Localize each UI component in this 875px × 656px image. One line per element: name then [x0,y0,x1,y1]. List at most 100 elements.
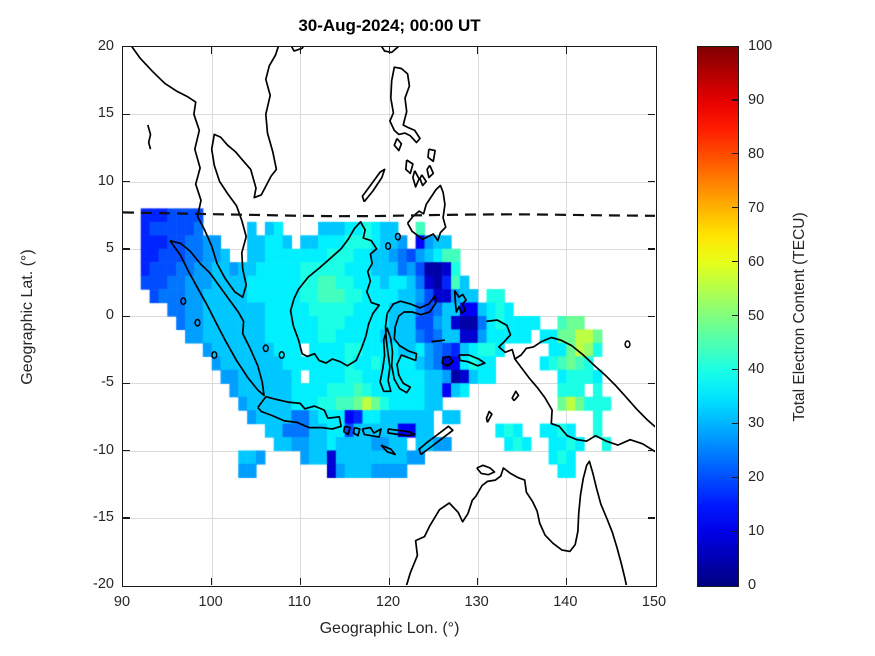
coastline [380,444,397,456]
tick-mark [648,181,655,183]
x-tick-label: 140 [553,594,578,610]
small-island [262,344,269,353]
tick-mark [648,382,655,385]
coastline [476,464,496,476]
colorbar-tick-label: 70 [748,199,765,216]
coastline [458,354,486,367]
colorbar-tick-label: 60 [748,253,765,270]
small-island [384,242,392,251]
tick-mark [388,47,390,54]
coastline [361,426,382,438]
tick-mark [123,382,130,385]
coastline-svg [123,47,655,585]
tick-mark [648,248,655,250]
coastline [453,289,467,315]
coastline [379,294,437,394]
tick-mark [123,315,130,317]
tick-mark [648,517,655,519]
colorbar-tick-mark [732,261,738,263]
tick-mark [648,113,655,116]
coastline [290,47,304,52]
colorbar [697,46,739,587]
y-tick-label: 15 [97,105,114,122]
coastline [257,395,342,430]
x-tick-label: 110 [287,594,311,610]
coastline [342,425,351,436]
y-tick-label: 5 [105,239,114,256]
colorbar-tick-label: 0 [748,577,757,593]
plot-title: 30-Aug-2024; 00:00 UT [298,16,481,35]
coastline [514,358,655,453]
coastline [412,170,420,188]
x-tick-label: 130 [464,594,489,610]
colorbar-tick-mark [732,476,738,478]
coastline [511,390,520,402]
colorbar-tick-mark [732,368,738,371]
tick-mark [565,578,568,585]
y-tick-label: 10 [97,172,114,189]
y-tick-label: -15 [93,508,114,525]
small-island [180,297,187,306]
coastline [380,47,399,54]
coastline [389,66,421,144]
colorbar-tick-mark [732,422,738,424]
coastline [486,319,655,428]
small-island [211,351,218,359]
coastline [169,239,265,397]
colorbar-tick-label: 10 [748,523,765,540]
small-island [624,340,631,349]
tick-mark [123,517,130,519]
colorbar-tick-mark [732,99,738,101]
coastline [361,168,386,203]
y-tick-label: 20 [97,38,114,54]
x-tick-label: 120 [375,594,401,610]
x-tick-label: 90 [113,594,131,610]
coastline [427,148,436,163]
coastline [387,428,416,437]
tick-mark [648,315,655,317]
coastline [418,425,454,456]
colorbar-tick-label: 20 [748,469,765,486]
colorbar-tick-label: 100 [748,38,773,54]
tick-mark [648,450,655,452]
coastline [131,47,280,299]
coastline [441,355,454,367]
tick-mark [123,450,130,452]
coastline-paths [131,47,655,585]
colorbar-tick-label: 90 [748,91,765,108]
coastline [289,220,381,367]
y-tick-label: -10 [93,441,114,458]
tick-mark [477,47,479,54]
coastline [426,164,435,179]
tick-mark [211,578,213,585]
y-tick-label: -20 [93,576,114,592]
magnetic-equator-dashed-line [123,211,655,218]
tick-mark [123,248,130,250]
small-island [394,232,402,241]
tick-mark [477,578,479,585]
colorbar-tick-mark [732,207,738,209]
colorbar-tick-label: 40 [748,361,765,378]
tec-heatmap-canvas [123,47,655,585]
colorbar-tick-mark [732,153,738,155]
tick-mark [123,181,130,183]
x-tick-label: 150 [641,594,667,610]
coastline [419,174,428,187]
coastline [406,184,447,242]
y-tick-label: 0 [105,307,114,323]
colorbar-tick-label: 30 [748,415,765,432]
x-tick-label: 100 [198,594,223,610]
colorbar-tick-mark [732,314,738,317]
colorbar-label: Total Electron Content (TECU) [791,212,808,422]
colorbar-tick-label: 50 [748,307,765,324]
coastline [146,124,152,150]
small-island [194,318,201,327]
colorbar-gradient [698,47,738,586]
x-axis-label: Geographic Lon. (°) [319,620,460,637]
coastline [485,410,493,423]
plot-area [122,46,657,587]
coastline [431,339,445,343]
small-island [278,351,285,359]
tick-mark [565,47,568,54]
